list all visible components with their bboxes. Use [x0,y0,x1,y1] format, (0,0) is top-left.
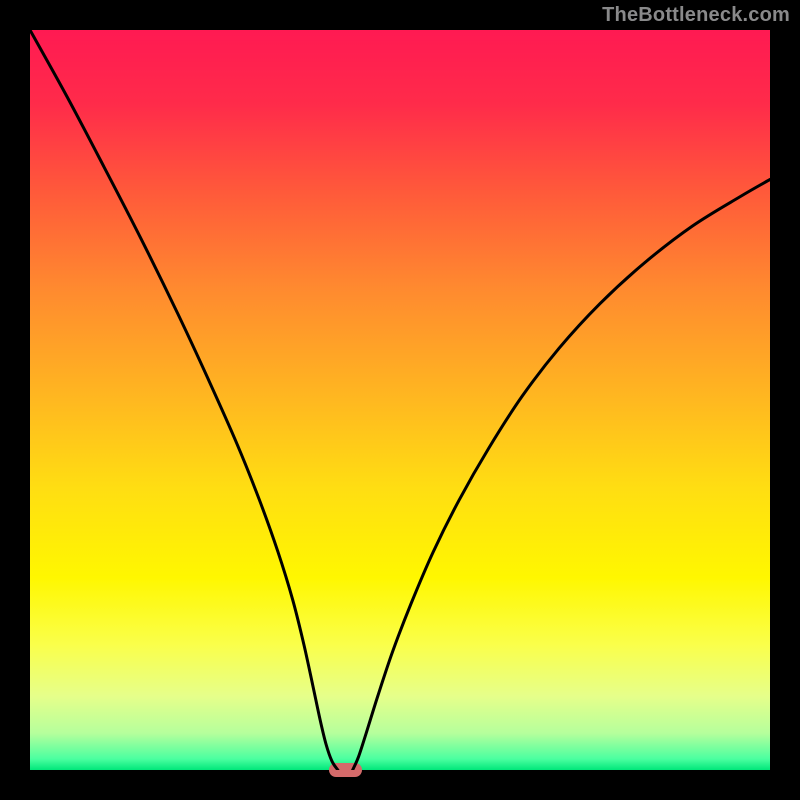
plot-area [30,30,770,770]
chart-frame: TheBottleneck.com [0,0,800,800]
watermark-text: TheBottleneck.com [602,4,790,27]
bottleneck-curve [30,30,770,770]
